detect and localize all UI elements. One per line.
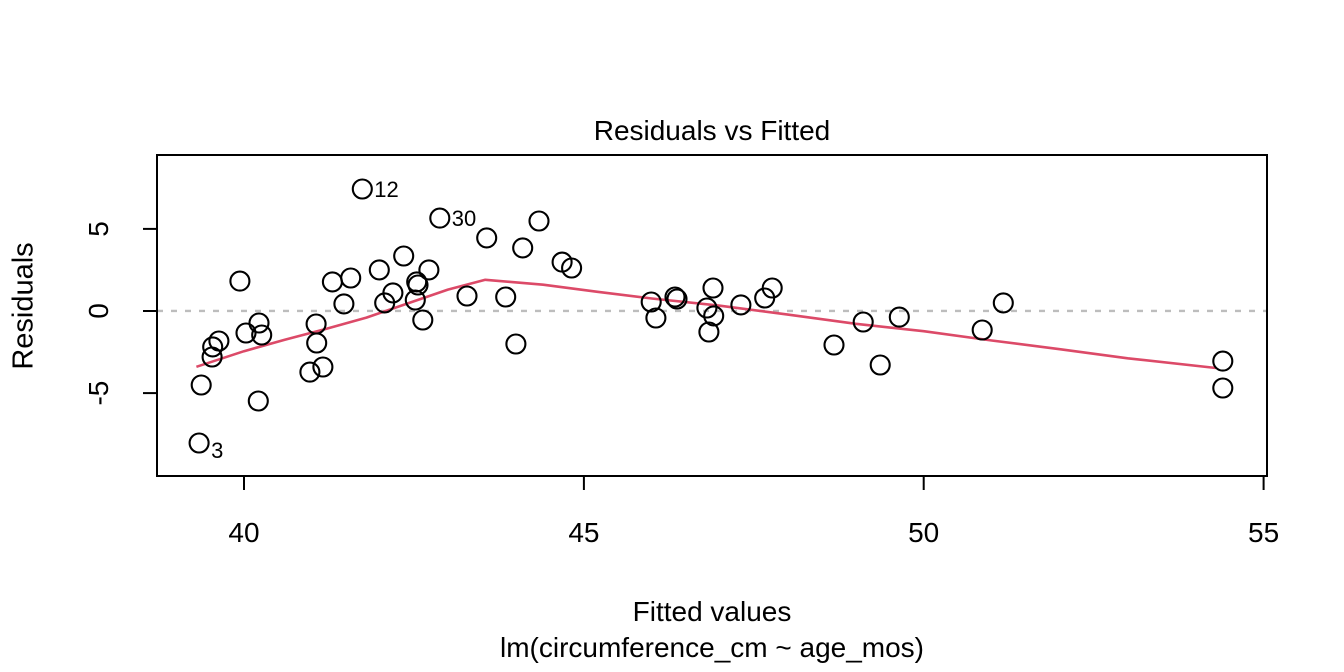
data-point: [696, 297, 718, 319]
y-tick-label: -5: [83, 381, 114, 406]
x-tick-label: 55: [1248, 517, 1279, 548]
data-point: [505, 333, 527, 355]
data-point: [312, 356, 334, 378]
data-point: [703, 305, 725, 327]
data-point: [971, 319, 993, 341]
data-point: [702, 277, 724, 299]
data-point: [368, 259, 390, 281]
data-point: [698, 321, 720, 343]
data-point: [761, 277, 783, 299]
data-point: [393, 245, 415, 267]
data-point: [251, 324, 273, 346]
data-point: [888, 306, 910, 328]
data-point: [666, 288, 688, 310]
data-point: [190, 374, 212, 396]
data-point: [418, 259, 440, 281]
data-point: [235, 322, 257, 344]
x-axis-label: Fitted values: [632, 596, 792, 627]
chart-title: Residuals vs Fitted: [593, 115, 831, 146]
data-point: [248, 312, 270, 334]
data-point: [992, 292, 1014, 314]
data-point: [321, 271, 343, 293]
point-label: 3: [211, 438, 223, 463]
data-point: [382, 282, 404, 304]
data-point: [1212, 377, 1234, 399]
data-point: [512, 237, 534, 259]
data-point: [645, 307, 667, 329]
data-point: [528, 210, 550, 232]
x-tick-label: 50: [908, 517, 939, 548]
x-tick-label: 40: [228, 517, 259, 548]
plot-border: [156, 154, 1268, 477]
data-point: [333, 293, 355, 315]
data-point: [476, 227, 498, 249]
data-point: [208, 330, 230, 352]
data-point: [640, 291, 662, 313]
data-point: [456, 285, 478, 307]
data-point: [229, 270, 251, 292]
data-point: [730, 294, 752, 316]
data-point: [188, 432, 210, 454]
x-tick-label: 45: [568, 517, 599, 548]
data-point: [869, 354, 891, 376]
data-point: [407, 274, 429, 296]
data-point: [852, 311, 874, 333]
point-label: 30: [452, 206, 476, 231]
data-point: [664, 286, 686, 308]
data-point: [1212, 350, 1234, 372]
y-axis-label: Residuals: [7, 242, 40, 370]
model-call-label: lm(circumference_cm ~ age_mos): [499, 632, 925, 663]
y-tick-label: 0: [83, 303, 114, 319]
data-point: [561, 257, 583, 279]
data-point: [340, 267, 362, 289]
data-point: [429, 207, 451, 229]
data-point: [412, 309, 434, 331]
point-label: 12: [374, 177, 398, 202]
y-tick-label: 5: [83, 221, 114, 237]
data-point: [351, 178, 373, 200]
data-point: [495, 286, 517, 308]
data-point: [202, 336, 224, 358]
data-point: [306, 332, 328, 354]
data-point: [823, 334, 845, 356]
data-point: [247, 390, 269, 412]
data-point: [299, 361, 321, 383]
